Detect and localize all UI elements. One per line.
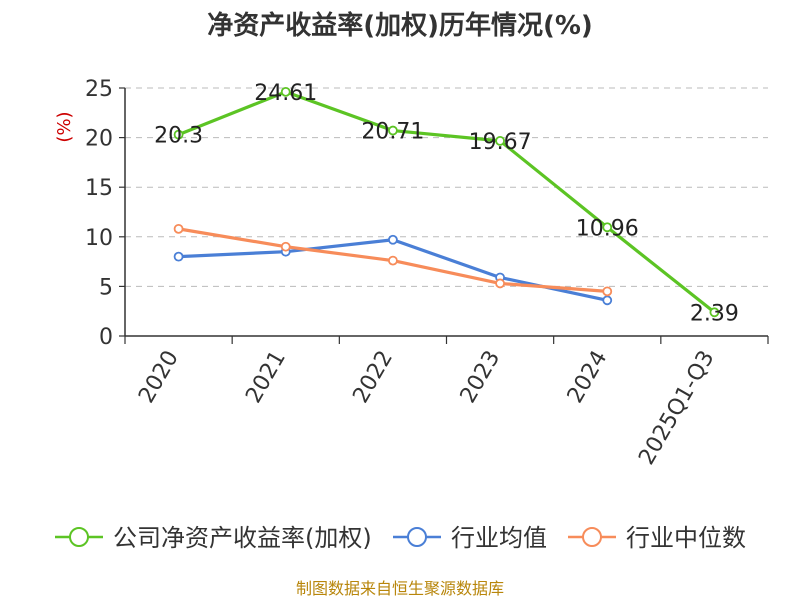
point-s1-0 xyxy=(173,251,184,262)
point-s0-2 xyxy=(388,125,398,136)
point-s0-4 xyxy=(602,222,613,233)
data-label-1: 24.61 xyxy=(254,81,317,106)
x-tick-label-2025Q1-Q3: 2025Q1-Q3 xyxy=(634,347,719,470)
point-s2-2 xyxy=(388,255,398,266)
y-tick-label-5: 5 xyxy=(99,275,113,300)
point-s2-1 xyxy=(280,241,291,252)
data-label-3: 19.67 xyxy=(469,130,532,155)
x-tick-label-2022: 2022 xyxy=(348,347,398,408)
data-labels: 20.3 24.61 20.71 19.67 10.96 2.39 xyxy=(154,81,739,326)
point-s0-5 xyxy=(709,307,720,318)
point-s2-0 xyxy=(173,223,184,234)
series-line-1 xyxy=(178,238,608,302)
y-tick-label-10: 10 xyxy=(85,226,113,251)
x-tick-label-2021: 2021 xyxy=(241,347,291,408)
point-s2-4 xyxy=(602,286,613,297)
series-lines xyxy=(173,86,720,318)
point-s0-0 xyxy=(173,129,184,140)
series-line-0 xyxy=(177,90,716,314)
chart-title: 净资产收益率(加权)历年情况(%) xyxy=(207,10,593,41)
point-s1-4 xyxy=(602,295,613,306)
data-label-5: 2.39 xyxy=(690,301,739,326)
legend-marker-0 xyxy=(69,527,89,547)
y-tick-label-0: 0 xyxy=(99,325,113,350)
data-label-2: 20.71 xyxy=(361,120,424,145)
point-s1-2 xyxy=(388,234,398,245)
legend: 公司净资产收益率(加权) 行业均值 行业中位数 xyxy=(55,524,746,552)
legend-marker-1 xyxy=(407,527,427,547)
point-s2-3 xyxy=(495,278,505,289)
x-tick-label-2024: 2024 xyxy=(563,347,613,408)
y-tick-label-25: 25 xyxy=(85,77,113,102)
legend-label-0: 公司净资产收益率(加权) xyxy=(113,524,372,552)
x-tick-label-2023: 2023 xyxy=(456,347,506,408)
legend-marker-2 xyxy=(582,527,602,547)
y-axis-label: (%) xyxy=(54,111,75,142)
y-tick-label-15: 15 xyxy=(85,176,113,201)
legend-label-1: 行业均值 xyxy=(451,524,547,552)
data-label-4: 10.96 xyxy=(576,216,639,241)
point-s0-1 xyxy=(280,86,291,97)
gridlines xyxy=(125,87,768,287)
point-s0-3 xyxy=(495,135,505,146)
y-tick-label-20: 20 xyxy=(85,127,113,152)
legend-label-2: 行业中位数 xyxy=(626,524,746,552)
x-tick-label-2020: 2020 xyxy=(134,347,184,408)
source-note: 制图数据来自恒生聚源数据库 xyxy=(296,579,504,598)
data-label-0: 20.3 xyxy=(154,124,203,149)
